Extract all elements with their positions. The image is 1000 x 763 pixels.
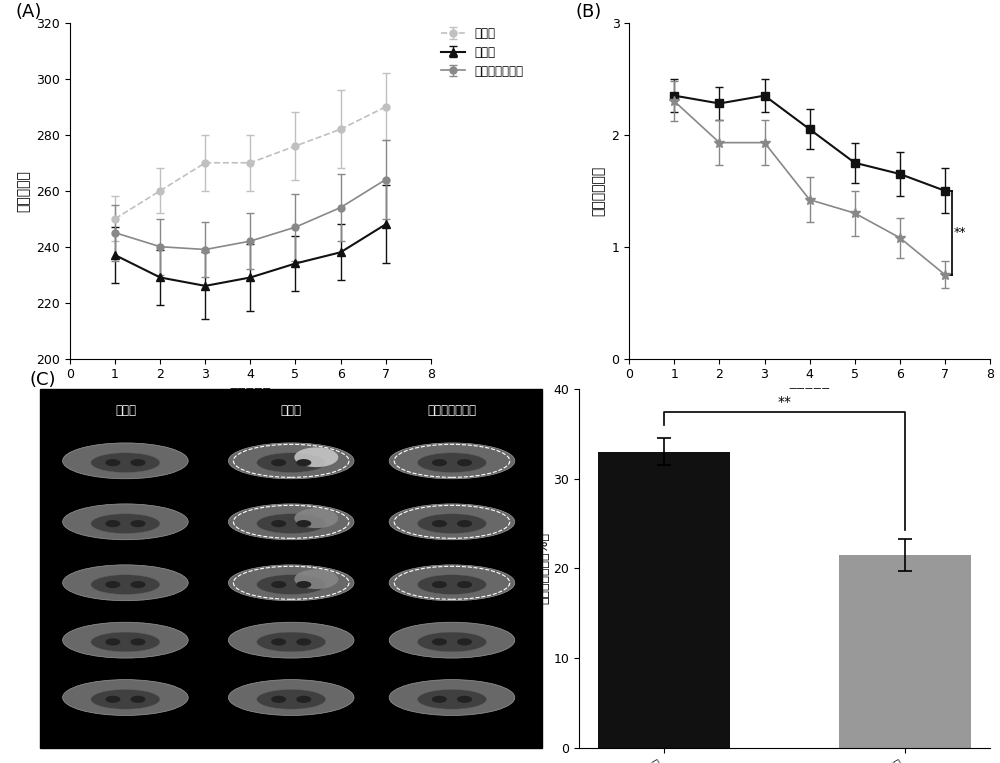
Ellipse shape (432, 459, 447, 466)
Ellipse shape (294, 569, 338, 589)
Ellipse shape (257, 690, 326, 709)
Ellipse shape (105, 696, 120, 703)
Bar (839, 555, 971, 748)
Bar (598, 452, 730, 748)
Ellipse shape (457, 581, 472, 588)
Y-axis label: 梗死面积占比（%）: 梗死面积占比（%） (538, 533, 551, 604)
Ellipse shape (130, 696, 146, 703)
Text: **: ** (954, 226, 966, 240)
Ellipse shape (257, 452, 326, 472)
Ellipse shape (296, 639, 311, 645)
Y-axis label: 神经功能评分: 神经功能评分 (592, 166, 606, 216)
X-axis label: 天数（天）: 天数（天） (229, 387, 271, 401)
Ellipse shape (294, 508, 338, 528)
Ellipse shape (389, 565, 515, 600)
Ellipse shape (91, 575, 160, 594)
Ellipse shape (296, 520, 311, 527)
Ellipse shape (105, 459, 120, 466)
Text: **: ** (777, 395, 791, 409)
Ellipse shape (228, 680, 354, 716)
Ellipse shape (457, 639, 472, 645)
Ellipse shape (228, 565, 354, 600)
Ellipse shape (389, 504, 515, 539)
Text: (A): (A) (16, 3, 42, 21)
Ellipse shape (228, 504, 354, 539)
Ellipse shape (296, 459, 311, 466)
Ellipse shape (257, 575, 326, 594)
Text: (B): (B) (575, 3, 601, 21)
Ellipse shape (432, 639, 447, 645)
Ellipse shape (417, 632, 487, 652)
Ellipse shape (389, 680, 515, 716)
Ellipse shape (63, 504, 188, 539)
Ellipse shape (91, 513, 160, 533)
Ellipse shape (228, 623, 354, 658)
Ellipse shape (296, 696, 311, 703)
Ellipse shape (271, 520, 286, 527)
Ellipse shape (271, 639, 286, 645)
Text: (C): (C) (30, 372, 56, 389)
Ellipse shape (130, 639, 146, 645)
Y-axis label: 体重（克）: 体重（克） (17, 170, 31, 211)
Ellipse shape (296, 581, 311, 588)
Ellipse shape (432, 696, 447, 703)
Ellipse shape (294, 447, 338, 467)
Ellipse shape (271, 696, 286, 703)
Ellipse shape (457, 520, 472, 527)
Legend: 对照组, 造模组, 罗伊氏乳杆菌组: 对照组, 造模组, 罗伊氏乳杆菌组 (437, 22, 528, 82)
Ellipse shape (63, 443, 188, 479)
Text: 罗伊氏乳杆菌组: 罗伊氏乳杆菌组 (427, 404, 476, 417)
Ellipse shape (91, 632, 160, 652)
FancyBboxPatch shape (40, 389, 542, 748)
Ellipse shape (105, 581, 120, 588)
Ellipse shape (63, 565, 188, 600)
Ellipse shape (271, 459, 286, 466)
Ellipse shape (130, 520, 146, 527)
Ellipse shape (105, 639, 120, 645)
Ellipse shape (417, 452, 487, 472)
Ellipse shape (457, 459, 472, 466)
Text: 模型组: 模型组 (281, 404, 302, 417)
X-axis label: 天数（天）: 天数（天） (789, 387, 831, 401)
Ellipse shape (432, 581, 447, 588)
Ellipse shape (457, 696, 472, 703)
Legend: 造模组, 罗伊氏乳杆菌组: 造模组, 罗伊氏乳杆菌组 (996, 22, 1000, 63)
Text: 对照组: 对照组 (115, 404, 136, 417)
Ellipse shape (105, 520, 120, 527)
Ellipse shape (257, 632, 326, 652)
Ellipse shape (389, 443, 515, 479)
Ellipse shape (257, 513, 326, 533)
Ellipse shape (91, 690, 160, 709)
Ellipse shape (417, 690, 487, 709)
Ellipse shape (91, 452, 160, 472)
Ellipse shape (271, 581, 286, 588)
Ellipse shape (130, 581, 146, 588)
Ellipse shape (228, 443, 354, 479)
Ellipse shape (130, 459, 146, 466)
Ellipse shape (417, 575, 487, 594)
Ellipse shape (389, 623, 515, 658)
Ellipse shape (432, 520, 447, 527)
Ellipse shape (63, 623, 188, 658)
Ellipse shape (63, 680, 188, 716)
Ellipse shape (417, 513, 487, 533)
